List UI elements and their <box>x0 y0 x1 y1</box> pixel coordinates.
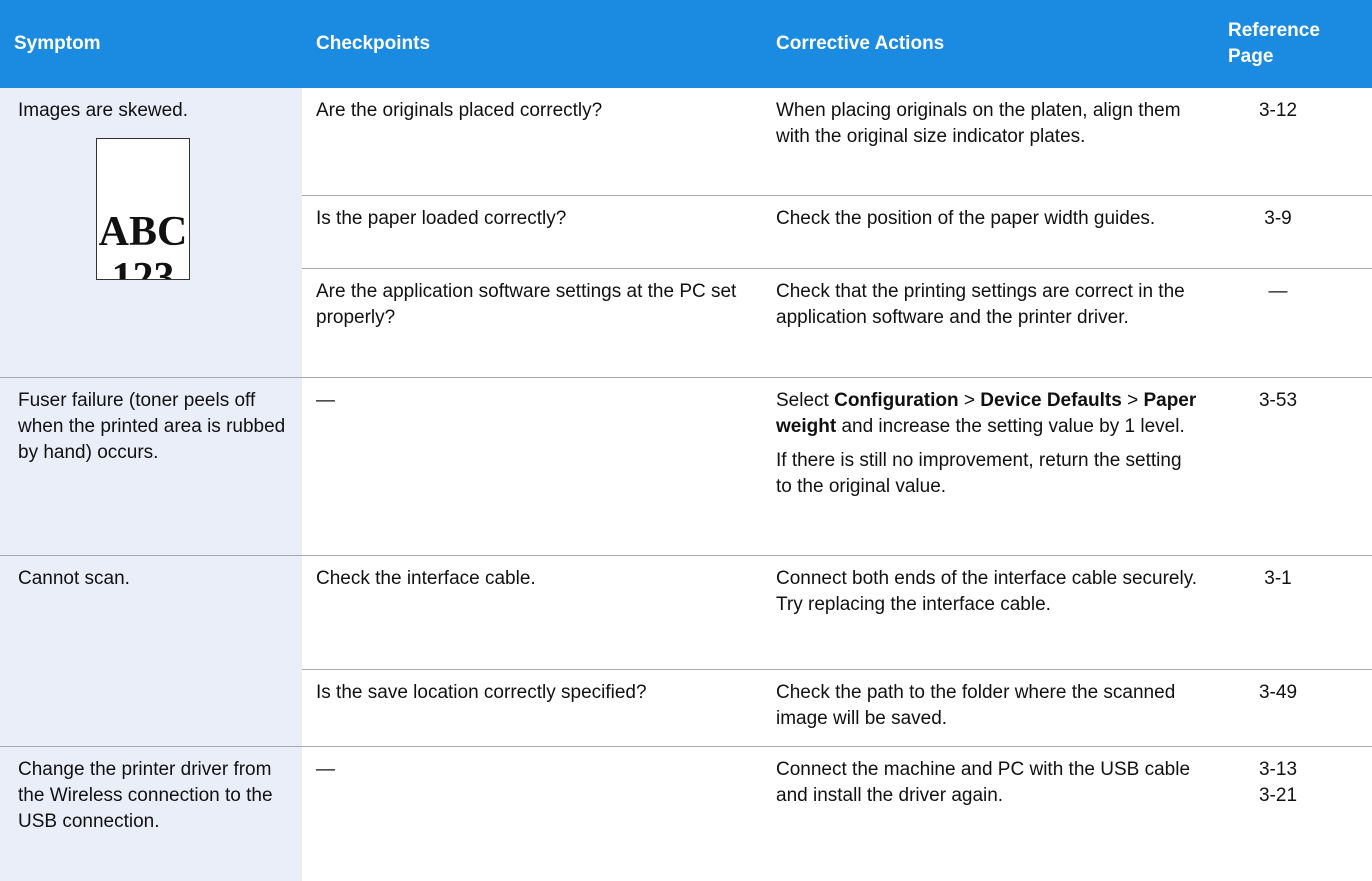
reference-page: — <box>1268 280 1288 302</box>
action-text: and increase the setting value by 1 leve… <box>836 415 1185 437</box>
table-row: Is the paper loaded correctly? Check the … <box>0 195 1372 269</box>
checkpoint-cell: Are the originals placed correctly? <box>302 88 762 196</box>
action-text: Check the path to the folder where the s… <box>776 681 1176 729</box>
action-text: Device Defaults <box>980 389 1122 411</box>
table-row: Change the printer driver from the Wirel… <box>0 746 1372 881</box>
action-text: Paper weight <box>776 389 1197 437</box>
table-row: Cannot scan. Check the interface cable. Co… <box>0 555 1372 747</box>
action-paragraph: Check the path to the folder where the s… <box>776 680 1198 732</box>
symptom-cell: Change the printer driver from the Wirel… <box>0 746 302 881</box>
action-paragraph: When placing originals on the platen, al… <box>776 98 1198 150</box>
reference-page: 3-49 <box>1258 681 1298 703</box>
table-row: Are the application software settings at… <box>0 268 1372 378</box>
symptom-cell: Images are skewed. ABC 123 <box>0 88 302 378</box>
reference-page: 3-12 <box>1258 100 1298 121</box>
table-row: Images are skewed. ABC 123 Are the original… <box>0 88 1372 378</box>
action-cell: Select Configuration > Device Defaults >… <box>762 377 1210 556</box>
action-text: > <box>958 389 981 411</box>
symptom-cell: Fuser failure (toner peels off when the … <box>0 377 302 556</box>
sample-text: ABC <box>98 209 188 255</box>
action-paragraph: Connect both ends of the interface cable… <box>776 566 1198 618</box>
header-cell: Symptom <box>0 0 302 88</box>
checkpoint-cell: Is the paper loaded correctly? <box>302 195 762 269</box>
action-paragraph: Select Configuration > Device Defaults >… <box>776 388 1198 440</box>
action-text: Configuration <box>834 389 959 411</box>
symptom-text: Cannot scan. <box>18 567 130 589</box>
action-paragraph: Check the position of the paper width gu… <box>776 206 1198 232</box>
checkpoint-cell: — <box>302 746 762 881</box>
sample-text: 123 <box>111 255 175 280</box>
action-text: Connect both ends of the interface cable… <box>776 567 1198 615</box>
action-text: Connect the machine and PC with the USB … <box>776 758 1191 806</box>
header-cell: Reference Page <box>1210 0 1372 88</box>
action-paragraph: Check that the printing settings are cor… <box>776 279 1198 331</box>
action-cell: Connect both ends of the interface cable… <box>762 555 1210 670</box>
action-paragraph: If there is still no improvement, return… <box>776 448 1198 500</box>
action-cell: Check the path to the folder where the s… <box>762 669 1210 747</box>
reference-cell: — <box>1210 268 1372 378</box>
header-row: Symptom Checkpoints Corrective Actions R… <box>0 0 1372 88</box>
header-cell: Corrective Actions <box>762 0 1210 88</box>
action-cell: Check that the printing settings are cor… <box>762 268 1210 378</box>
reference-cell: 3-13 3-21 <box>1210 746 1372 881</box>
reference-page: 3-21 <box>1258 784 1298 806</box>
action-cell: Check the position of the paper width gu… <box>762 195 1210 269</box>
action-text: If there is still no improvement, return… <box>776 449 1182 497</box>
checkpoint-cell: Are the application software settings at… <box>302 268 762 378</box>
checkpoint-cell: Is the save location correctly specified… <box>302 669 762 747</box>
reference-cell: 3-49 <box>1210 669 1372 747</box>
action-text: When placing originals on the platen, al… <box>776 100 1181 147</box>
reference-cell: 3-53 <box>1210 377 1372 556</box>
reference-page: 3-1 <box>1264 567 1292 589</box>
action-cell: Connect the machine and PC with the USB … <box>762 746 1210 881</box>
reference-page: 3-13 <box>1258 758 1298 780</box>
action-text: > <box>1121 389 1144 411</box>
table-row: Fuser failure (toner peels off when the … <box>0 377 1372 556</box>
reference-cell: 3-1 <box>1210 555 1372 670</box>
reference-page: 3-53 <box>1258 389 1298 411</box>
symptom-text: Change the printer driver from the Wirel… <box>18 758 273 832</box>
checkpoint-cell: Check the interface cable. <box>302 555 762 670</box>
header-cell: Checkpoints <box>302 0 762 88</box>
action-text: Select <box>776 389 835 411</box>
checkpoint-cell: — <box>302 377 762 556</box>
reference-page: 3-9 <box>1264 207 1292 229</box>
action-cell: When placing originals on the platen, al… <box>762 88 1210 196</box>
action-paragraph: Connect the machine and PC with the USB … <box>776 757 1198 809</box>
symptom-text: Fuser failure (toner peels off when the … <box>18 389 286 463</box>
action-text: Check that the printing settings are cor… <box>776 280 1185 328</box>
symptom-cell: Cannot scan. <box>0 555 302 747</box>
reference-cell: 3-9 <box>1210 195 1372 269</box>
symptom-text: Images are skewed. <box>18 100 189 121</box>
sample-image: ABC 123 <box>96 138 190 280</box>
action-text: Check the position of the paper width gu… <box>776 207 1156 229</box>
table-row: Is the save location correctly specified… <box>0 669 1372 747</box>
reference-cell: 3-12 <box>1210 88 1372 196</box>
